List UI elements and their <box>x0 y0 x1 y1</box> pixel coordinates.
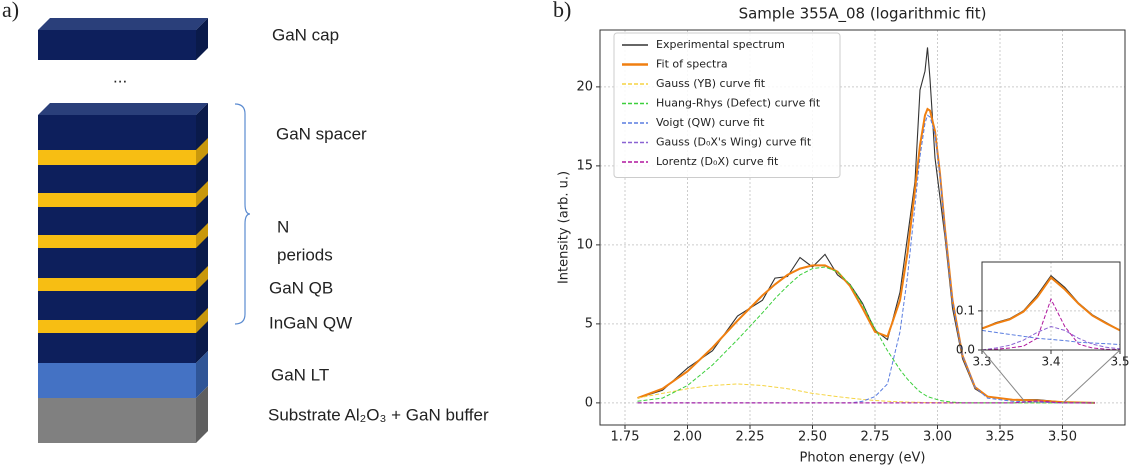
series-line <box>637 114 1095 404</box>
series-line <box>982 276 1120 332</box>
layer-label: GaN QB <box>269 278 333 297</box>
series-line <box>982 325 1120 350</box>
y-tick-label: 20 <box>576 79 593 94</box>
legend-label: Gauss (D₀X's Wing) curve fit <box>656 136 812 149</box>
layer-label: ... <box>113 67 127 86</box>
zoom-connector <box>1062 349 1121 404</box>
legend-label: Huang-Rhys (Defect) curve fit <box>656 97 821 110</box>
y-tick-label: 10 <box>576 237 593 252</box>
y-tick-label: 15 <box>576 158 593 173</box>
x-tick-label: 3.5 <box>1110 355 1129 369</box>
chart-title: Sample 355A_08 (logarithmic fit) <box>739 5 987 24</box>
x-tick-label: 3.00 <box>923 430 952 445</box>
series-group <box>637 47 1096 404</box>
x-tick-label: 3.50 <box>1048 430 1077 445</box>
y-tick-label: 0.1 <box>956 303 975 317</box>
x-tick-label: 2.25 <box>736 430 765 445</box>
layer-label: InGaN QW <box>269 313 352 332</box>
series-line <box>637 266 1095 404</box>
layer-label: N <box>277 217 289 236</box>
legend-label: Voigt (QW) curve fit <box>656 116 765 129</box>
x-tick-label: 3.25 <box>986 430 1015 445</box>
x-tick-label: 3.3 <box>972 355 991 369</box>
y-axis-label: Intensity (arb. u.) <box>557 171 572 284</box>
plot-frame <box>599 29 1126 426</box>
series-line <box>982 297 1120 350</box>
x-tick-label: 1.75 <box>611 430 640 445</box>
layer-label: periods <box>277 245 333 264</box>
layer-label: GaN spacer <box>276 124 367 143</box>
y-tick-label: 0.0 <box>956 343 975 357</box>
y-tick-label: 5 <box>585 316 593 331</box>
y-tick-label: 0 <box>585 395 593 410</box>
series-line <box>637 400 1095 404</box>
x-tick-label: 2.00 <box>673 430 702 445</box>
series-line <box>982 329 1120 345</box>
layer-label: GaN cap <box>272 25 339 44</box>
zoom-connector <box>981 349 1027 404</box>
x-tick-label: 2.50 <box>798 430 827 445</box>
panel-label: b) <box>553 0 571 22</box>
x-tick-label: 3.4 <box>1041 355 1060 369</box>
panel-label: a) <box>2 0 19 22</box>
legend-label: Fit of spectra <box>656 58 728 71</box>
series-group <box>982 274 1120 350</box>
legend-label: Lorentz (D₀X) curve fit <box>656 155 779 168</box>
layer-stack <box>38 18 251 443</box>
x-tick-label: 2.75 <box>861 430 890 445</box>
layer-label: Substrate Al₂O₃ + GaN buffer <box>268 405 489 424</box>
layer-label: GaN LT <box>271 365 329 384</box>
legend-label: Experimental spectrum <box>656 38 785 51</box>
plot-frame <box>981 261 1121 351</box>
legend-box <box>613 32 841 178</box>
legend-label: Gauss (YB) curve fit <box>656 77 766 90</box>
x-axis-label: Photon energy (eV) <box>800 451 926 466</box>
